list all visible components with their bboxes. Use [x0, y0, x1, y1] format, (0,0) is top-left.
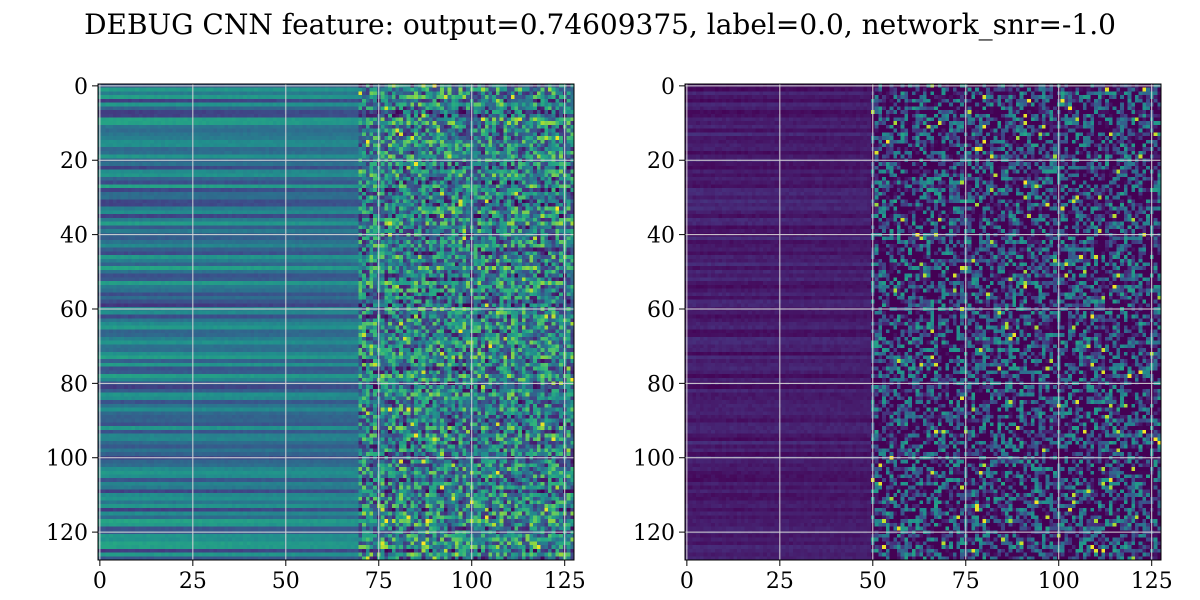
heatmap-panel-left: 0 25 50 75 100 125 0 20 40 60 80 100 120 [46, 75, 586, 594]
x-tick-label: 25 [766, 569, 794, 594]
y-tick-label: 80 [60, 372, 88, 397]
figure-title: DEBUG CNN feature: output=0.74609375, la… [84, 8, 1116, 41]
y-tick-label: 100 [46, 447, 88, 472]
heatmap-image [685, 84, 1161, 560]
heatmap-panel-right: 0 25 50 75 100 125 0 20 40 60 80 100 120 [633, 75, 1173, 594]
x-tick-label: 75 [952, 569, 980, 594]
y-tick-label: 40 [60, 224, 88, 249]
y-tick-label: 20 [60, 149, 88, 174]
x-tick-label: 125 [544, 569, 586, 594]
x-tick-label: 100 [1038, 569, 1080, 594]
x-tick-label: 0 [93, 569, 107, 594]
x-tick-label: 125 [1131, 569, 1173, 594]
y-tick-label: 40 [647, 224, 675, 249]
y-tick-label: 120 [46, 521, 88, 546]
x-tick-label: 75 [365, 569, 393, 594]
x-tick-label: 50 [272, 569, 300, 594]
y-tick-label: 120 [633, 521, 675, 546]
x-tick-label: 50 [859, 569, 887, 594]
x-tick-label: 25 [179, 569, 207, 594]
y-tick-label: 60 [647, 298, 675, 323]
y-tick-label: 0 [661, 75, 675, 100]
axes-frame [97, 83, 575, 561]
y-tick-label: 20 [647, 149, 675, 174]
heatmap-image [98, 84, 574, 560]
y-tick-label: 0 [74, 75, 88, 100]
axes-frame [684, 83, 1162, 561]
y-tick-label: 80 [647, 372, 675, 397]
y-tick-label: 60 [60, 298, 88, 323]
x-tick-label: 0 [680, 569, 694, 594]
x-tick-label: 100 [451, 569, 493, 594]
y-tick-label: 100 [633, 447, 675, 472]
